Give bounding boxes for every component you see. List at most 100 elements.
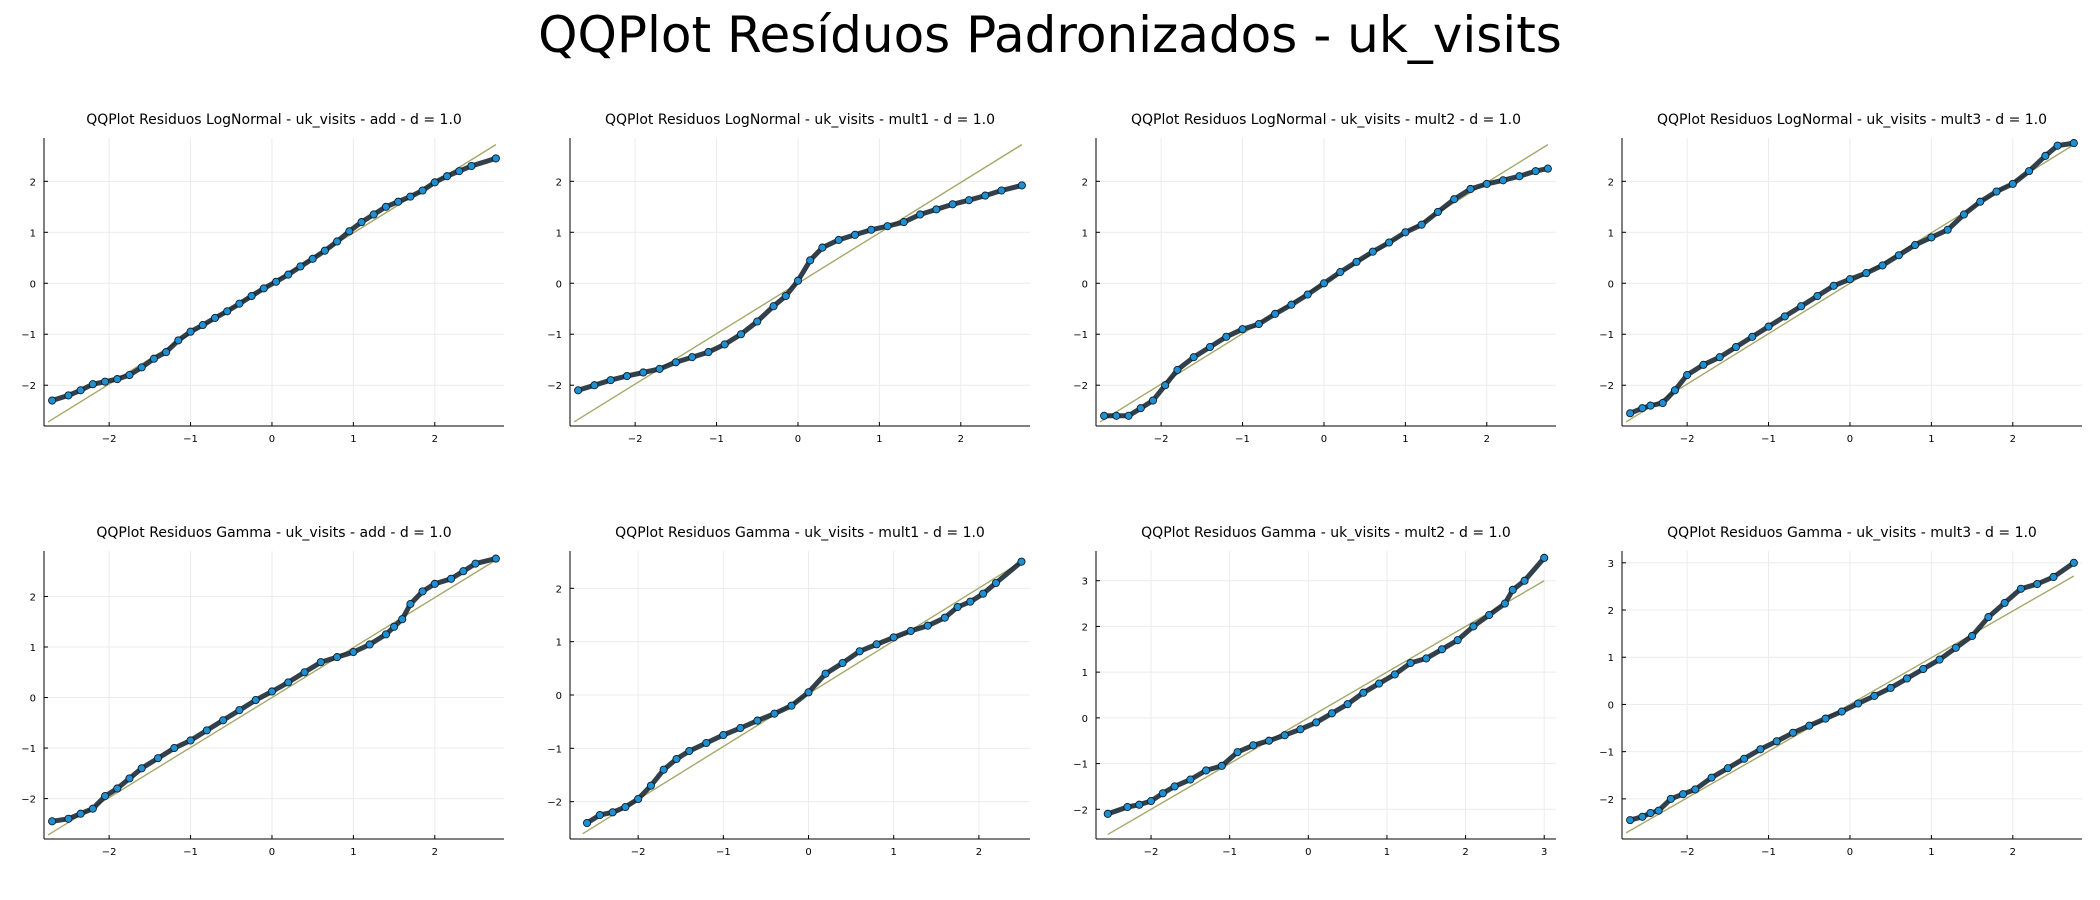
data-point [838,658,847,668]
data-point [101,377,110,386]
data-point [1731,342,1741,352]
data-point [1894,251,1903,260]
data-point [210,313,220,322]
reference-line [1625,575,2075,834]
data-point [1927,233,1936,242]
data-point [1679,790,1688,799]
data-point [284,678,293,687]
data-point [88,804,97,813]
data-point [333,653,342,662]
qqplot-panel-5: QQPlot Residuos Gamma - uk_visits - add … [21,525,504,858]
data-point [1422,654,1431,663]
data-point [1508,585,1517,594]
data-point [1797,302,1806,311]
figure-title: QQPlot Resíduos Padronizados - uk_visits [538,6,1562,64]
data-point [219,716,228,725]
data-point [430,178,439,187]
x-tick-label: −2 [628,434,643,445]
data-point [736,724,745,733]
data-point [1375,679,1384,688]
data-point [1683,370,1692,380]
data-point [48,396,57,405]
data-point [394,197,403,206]
points-band [1105,555,1547,817]
data-point [1319,279,1329,288]
data-point [1813,291,1822,301]
y-tick-label: 0 [556,691,562,702]
data-point [1764,322,1773,331]
data-point [639,368,648,377]
data-point [1112,411,1121,420]
data-point [1837,707,1846,716]
data-point [821,669,830,678]
data-point [753,716,762,725]
data-point [867,225,876,234]
data-point [1205,342,1215,352]
reference-line [1107,580,1545,836]
data-point [459,567,468,576]
data-point [1531,167,1540,176]
x-tick-label: 2 [432,847,438,858]
y-tick-label: −1 [547,330,562,341]
data-point [1401,228,1410,237]
data-point [1878,261,1887,270]
data-point [137,764,146,773]
data-point [2000,598,2009,607]
data-point [1707,773,1716,782]
data-point [595,810,604,820]
data-point [113,784,122,793]
y-tick-label: −1 [547,744,562,755]
data-point [1336,268,1345,277]
data-point [1469,622,1478,631]
data-point [345,227,354,236]
data-point [1296,725,1305,734]
data-point [1780,312,1789,321]
data-point [76,386,85,395]
data-point [418,186,427,195]
data-point [349,648,358,657]
x-tick-label: 0 [269,847,275,858]
data-point [804,688,813,697]
x-tick-label: −1 [183,434,198,445]
x-tick-label: −2 [1680,847,1695,858]
data-point [333,237,342,246]
data-point [948,200,957,209]
data-point [125,370,134,380]
y-tick-label: −2 [1599,795,1614,806]
panel-title: QQPlot Residuos LogNormal - uk_visits - … [605,112,995,128]
data-point [390,622,399,631]
x-tick-label: 2 [1484,434,1490,445]
data-point [406,192,415,201]
data-point [1654,806,1663,815]
points-band [575,182,1025,393]
data-point [1100,411,1109,420]
x-tick-label: −2 [102,434,117,445]
y-tick-label: −1 [1073,330,1088,341]
data-point [1543,164,1552,173]
data-point [787,701,796,710]
data-point [923,621,932,630]
data-point [622,371,632,381]
x-tick-label: −1 [183,847,198,858]
y-tick-label: 0 [30,694,36,705]
data-point [2041,151,2050,160]
data-point [2069,139,2078,148]
x-tick-label: −2 [631,847,646,858]
y-tick-label: 2 [30,592,36,603]
y-tick-label: 0 [1608,279,1614,290]
y-tick-label: −1 [21,330,36,341]
y-tick-label: 1 [1608,228,1614,239]
y-tick-label: 0 [556,279,562,290]
data-point [186,736,195,745]
data-point [2016,584,2025,593]
data-point [883,222,892,231]
data-point [442,172,452,181]
data-point [1715,353,1724,362]
data-point [1845,275,1855,284]
data-point [781,291,790,301]
data-point [1123,802,1132,812]
data-point [889,633,898,642]
data-point [2069,558,2078,567]
data-point [1992,187,2001,196]
data-point [672,754,681,764]
